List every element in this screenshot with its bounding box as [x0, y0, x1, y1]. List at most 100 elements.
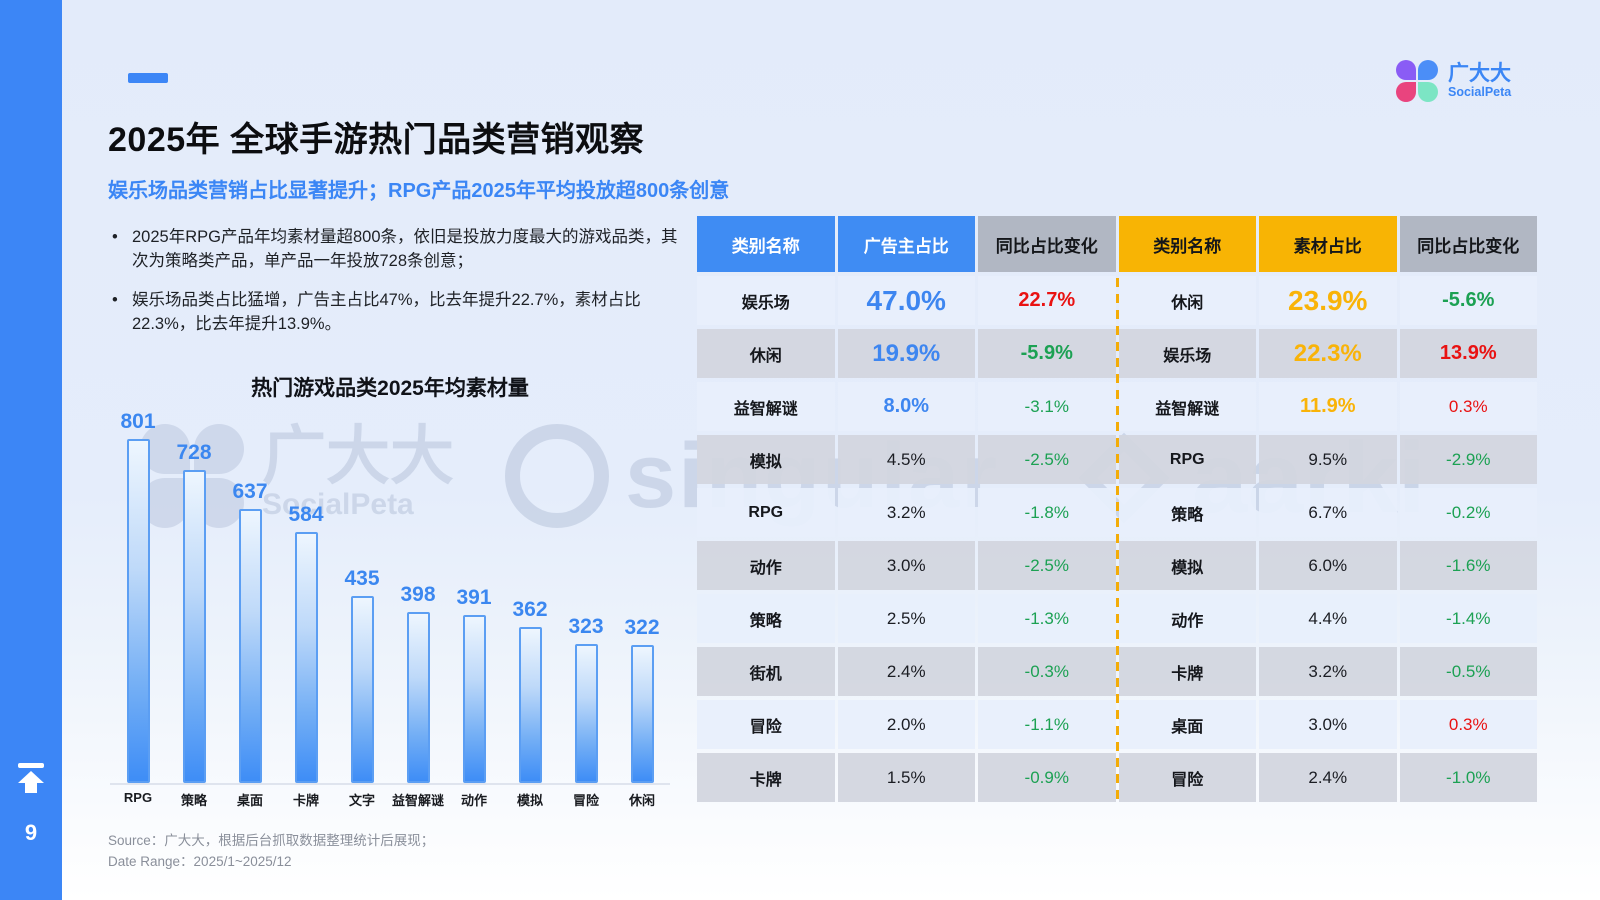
category-cell: 冒险 [697, 700, 835, 749]
bar-category-label: 卡牌 [292, 793, 319, 808]
value-cell: 8.0% [837, 382, 975, 431]
bar-chart-bars: 801 728 637 584 435 398 391 362 323 322 [110, 400, 670, 785]
table-header-cell: 素材占比 [1259, 216, 1397, 272]
chart-title: 热门游戏品类2025年均素材量 [251, 377, 529, 400]
category-cell: 街机 [697, 647, 835, 696]
category-cell: 娱乐场 [1118, 329, 1256, 378]
brand-name-en: SocialPeta [1448, 85, 1512, 100]
change-cell: 0.3% [1399, 382, 1537, 431]
brand-name: 广大大 [1448, 61, 1511, 85]
value-cell: 19.9% [837, 329, 975, 378]
category-cell: 卡牌 [1118, 647, 1256, 696]
brand-logo: 广大大 SocialPeta [1396, 60, 1511, 102]
change-cell: -1.3% [978, 594, 1116, 643]
change-cell: -2.5% [978, 435, 1116, 484]
change-cell: -5.6% [1399, 276, 1537, 325]
bar-category-label: 桌面 [236, 793, 263, 808]
table-header-cell: 类别名称 [1118, 216, 1256, 272]
bar-column: 801 [110, 410, 166, 783]
bar-value-label: 728 [176, 441, 212, 464]
category-cell: RPG [697, 488, 835, 537]
change-cell: 13.9% [1399, 329, 1537, 378]
value-cell: 47.0% [837, 276, 975, 325]
change-cell: -5.9% [978, 329, 1116, 378]
bar-value-label: 435 [344, 567, 380, 590]
category-cell: 娱乐场 [697, 276, 835, 325]
bar-value-label: 391 [456, 586, 492, 609]
value-cell: 2.5% [837, 594, 975, 643]
bar-value-label: 637 [232, 480, 268, 503]
page-title: 2025年 全球手游热门品类营销观察 [108, 121, 645, 159]
bar-category-label: 文字 [348, 793, 375, 808]
value-cell: 6.0% [1259, 541, 1397, 590]
list-item: 娱乐场品类占比猛增，广告主占比47%，比去年提升22.7%，素材占比22.3%，… [104, 289, 684, 337]
change-cell: 0.3% [1399, 700, 1537, 749]
change-cell: -0.9% [978, 753, 1116, 802]
value-cell: 22.3% [1259, 329, 1397, 378]
bar [294, 532, 318, 783]
bar-value-label: 362 [512, 598, 548, 621]
bar-category-label: 策略 [180, 793, 207, 808]
bar-column: 637 [222, 480, 278, 783]
category-cell: 益智解谜 [697, 382, 835, 431]
bar-value-label: 801 [120, 410, 156, 433]
bar-column: 728 [166, 441, 222, 783]
bar-category-label: 益智解谜 [391, 793, 444, 808]
value-cell: 2.0% [837, 700, 975, 749]
bar-value-label: 323 [568, 615, 604, 638]
back-to-top-icon[interactable] [14, 763, 48, 800]
change-cell: -0.5% [1399, 647, 1537, 696]
value-cell: 9.5% [1259, 435, 1397, 484]
bar-column: 323 [558, 615, 614, 783]
value-cell: 6.7% [1259, 488, 1397, 537]
bar [126, 439, 150, 783]
accent-dash [128, 73, 168, 83]
change-cell: -1.8% [978, 488, 1116, 537]
bar-column: 391 [446, 586, 502, 783]
table-header-cell: 同比占比变化 [1399, 216, 1537, 272]
table-header-cell: 广告主占比 [837, 216, 975, 272]
value-cell: 3.0% [837, 541, 975, 590]
bar-category-label: 动作 [460, 793, 487, 808]
category-cell: 休闲 [1118, 276, 1256, 325]
table-half-divider [1116, 278, 1119, 803]
change-cell: -1.0% [1399, 753, 1537, 802]
bar [574, 644, 598, 783]
bar-column: 435 [334, 567, 390, 783]
bar-category-label: 冒险 [572, 793, 599, 808]
category-cell: 益智解谜 [1118, 382, 1256, 431]
date-range-line: Date Range：2025/1~2025/12 [108, 853, 292, 869]
value-cell: 11.9% [1259, 382, 1397, 431]
category-cell: 桌面 [1118, 700, 1256, 749]
category-cell: 模拟 [697, 435, 835, 484]
change-cell: -1.1% [978, 700, 1116, 749]
value-cell: 1.5% [837, 753, 975, 802]
sidebar: 9 [0, 0, 62, 900]
list-item: 2025年RPG产品年均素材量超800条，依旧是投放力度最大的游戏品类，其次为策… [104, 226, 684, 274]
category-cell: 卡牌 [697, 753, 835, 802]
category-cell: 动作 [697, 541, 835, 590]
bar [238, 509, 262, 783]
value-cell: 3.2% [1259, 647, 1397, 696]
page-number: 9 [24, 820, 38, 845]
change-cell: -0.3% [978, 647, 1116, 696]
bar-column: 362 [502, 598, 558, 783]
value-cell: 3.0% [1259, 700, 1397, 749]
key-findings-list: 2025年RPG产品年均素材量超800条，依旧是投放力度最大的游戏品类，其次为策… [104, 226, 684, 352]
page-subtitle: 娱乐场品类营销占比显著提升；RPG产品2025年平均投放超800条创意 [108, 180, 730, 202]
change-cell: -2.9% [1399, 435, 1537, 484]
value-cell: 4.4% [1259, 594, 1397, 643]
bar-value-label: 398 [400, 583, 436, 606]
bar-category-label: RPG [123, 790, 153, 805]
category-cell: 冒险 [1118, 753, 1256, 802]
change-cell: -2.5% [978, 541, 1116, 590]
change-cell: -0.2% [1399, 488, 1537, 537]
watermark-socialpeta-subtitle: SocialPeta [262, 488, 414, 521]
bar [350, 596, 374, 783]
change-cell: -1.6% [1399, 541, 1537, 590]
bar [462, 615, 486, 783]
category-cell: 模拟 [1118, 541, 1256, 590]
bar [182, 470, 206, 783]
source-note: Source：广大大，根据后台抓取数据整理统计后展现； Date Range：2… [108, 831, 434, 873]
